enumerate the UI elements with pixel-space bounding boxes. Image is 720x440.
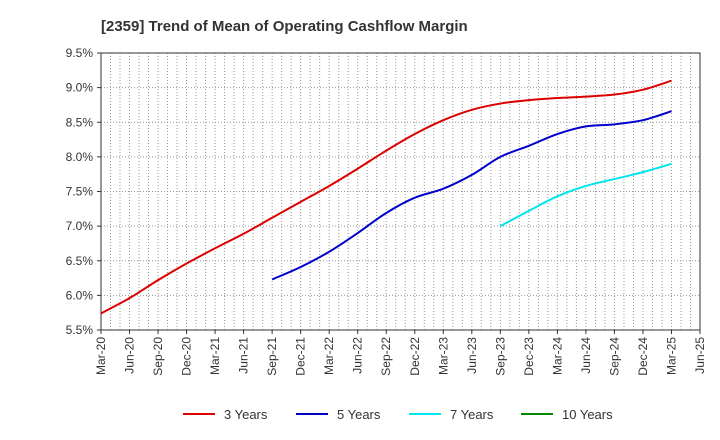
x-tick-label: Jun-20 <box>123 337 137 374</box>
x-tick-label: Jun-24 <box>579 337 593 374</box>
x-tick-label: Sep-21 <box>265 337 279 376</box>
x-tick-label: Sep-23 <box>493 337 507 376</box>
x-tick-label: Dec-20 <box>180 337 194 376</box>
x-tick-label: Mar-24 <box>550 337 564 375</box>
x-tick-label: Mar-25 <box>664 337 678 375</box>
y-tick-label: 5.5% <box>66 323 94 337</box>
x-tick-label: Jun-25 <box>693 337 707 374</box>
x-tick-label: Sep-20 <box>151 337 165 376</box>
x-tick-label: Sep-22 <box>379 337 393 376</box>
x-tick-label: Dec-23 <box>522 337 536 376</box>
x-tick-label: Mar-20 <box>94 337 108 375</box>
x-tick-label: Jun-21 <box>237 337 251 374</box>
legend-label-7-years: 7 Years <box>450 407 494 422</box>
series-line-3-years <box>100 79 672 315</box>
x-tick-label: Dec-21 <box>294 337 308 376</box>
y-tick-label: 9.5% <box>66 46 94 60</box>
series-line-5-years <box>271 110 672 281</box>
y-tick-label: 7.5% <box>66 185 94 199</box>
x-tick-label: Mar-22 <box>322 337 336 375</box>
x-tick-label: Jun-23 <box>465 337 479 374</box>
x-tick-label: Dec-24 <box>636 337 650 376</box>
series-layer <box>100 79 672 315</box>
x-axis-ticks: Mar-20 Jun-20 Sep-20 Dec-20 Mar-21 Jun-21 Sep-… <box>94 330 707 376</box>
y-axis-ticks: 5.5% 6.0% 6.5% 7.0% 7.5% 8.0% 8.5% 9.0% 9.5% <box>66 46 101 337</box>
x-tick-label: Dec-22 <box>408 337 422 376</box>
y-tick-label: 8.5% <box>66 115 94 129</box>
y-tick-label: 6.5% <box>66 254 94 268</box>
legend-label-3-years: 3 Years <box>224 407 268 422</box>
chart-title: [2359] Trend of Mean of Operating Cashfl… <box>101 18 468 35</box>
legend-label-10-years: 10 Years <box>562 407 613 422</box>
x-tick-label: Sep-24 <box>607 337 621 376</box>
x-tick-label: Mar-21 <box>208 337 222 375</box>
legend-label-5-years: 5 Years <box>337 407 381 422</box>
y-tick-label: 9.0% <box>66 81 94 95</box>
series-line-7-years <box>499 162 672 228</box>
y-tick-label: 8.0% <box>66 150 94 164</box>
grid-layer <box>101 53 700 330</box>
x-tick-label: Mar-23 <box>436 337 450 375</box>
y-tick-label: 6.0% <box>66 288 94 302</box>
legend: 3 Years 5 Years 7 Years 10 Years <box>183 407 613 422</box>
y-tick-label: 7.0% <box>66 219 94 233</box>
x-tick-label: Jun-22 <box>351 337 365 374</box>
